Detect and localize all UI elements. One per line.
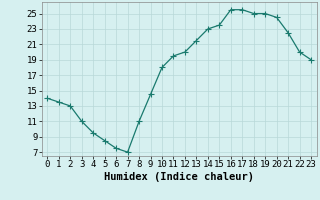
X-axis label: Humidex (Indice chaleur): Humidex (Indice chaleur) (104, 172, 254, 182)
